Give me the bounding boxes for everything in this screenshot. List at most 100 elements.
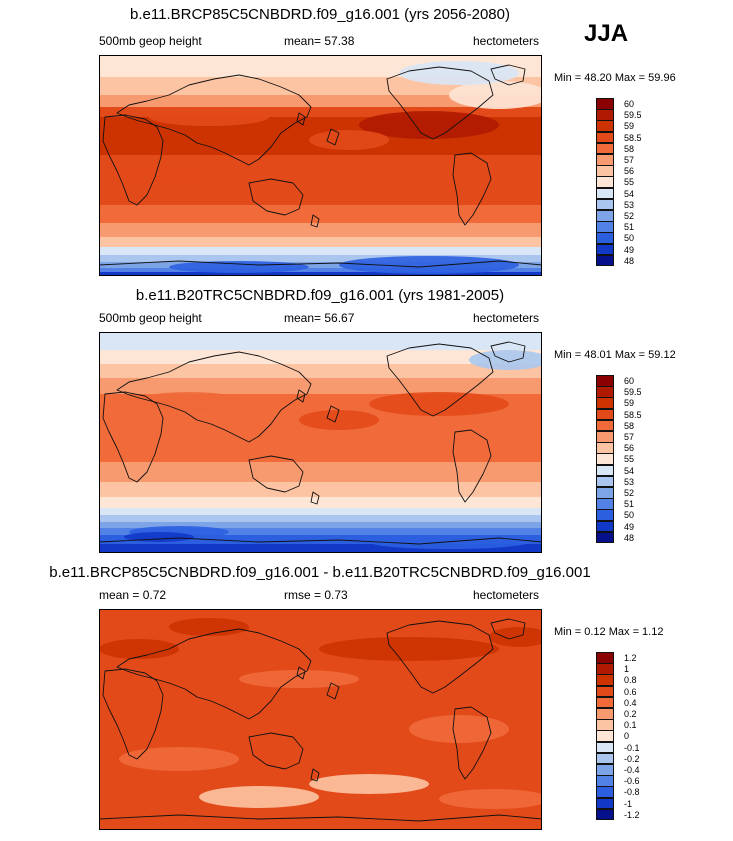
contour-band [99,255,542,262]
contour-region [169,261,309,273]
contour-region [239,670,359,688]
contour-band [99,107,542,117]
contour-band [99,272,542,276]
contour-band [99,205,542,223]
contour-region [169,618,249,636]
contour-region [149,108,269,126]
colorbar-tick-label: 56 [624,166,635,177]
colorbar-tick-label: 53 [624,476,635,487]
colorbar-tick-label: 0.4 [624,697,637,708]
panel2-units-label: hectometers [473,311,540,325]
panel3-title: b.e11.BRCP85C5CNBDRD.f09_g16.001 - b.e11… [49,564,591,581]
coastline [248,455,304,493]
coastline [116,74,312,166]
colorbar-swatch [596,520,614,533]
contour-region [309,774,429,794]
colorbar-tick-label: 55 [624,454,635,465]
contour-region [119,747,239,771]
contour-band [99,462,542,482]
panel2-colorbar [596,375,614,544]
colorbar-swatch [596,254,614,267]
colorbar-tick-label: -0.8 [624,787,640,798]
coastline [116,351,312,443]
contour-region [134,392,244,412]
contour-band [99,95,542,107]
colorbar-swatch [596,131,614,144]
colorbar-tick-label: 58.5 [624,409,642,420]
contour-region [369,392,509,416]
colorbar-swatch [596,109,614,121]
coastline [452,429,492,503]
colorbar-tick-label: 0.1 [624,720,637,731]
contour-band [99,497,542,508]
contour-band [99,268,542,272]
coastline [248,178,304,216]
panel3-minmax: Min = 0.12 Max = 1.12 [554,626,664,638]
coastline [248,732,304,770]
map-frame [99,332,542,553]
contour-region [99,639,179,659]
colorbar-tick-label: 59 [624,398,635,409]
panel1-colorbar [596,98,614,267]
contour-band [99,237,542,247]
coastline [386,620,494,694]
contour-band [99,332,542,350]
colorbar-swatch [596,685,614,698]
panel3-rmse-label: rmse = 0.73 [284,588,348,602]
colorbar-swatch [596,419,614,432]
colorbar-swatch [596,453,614,466]
colorbar-tick-label: 54 [624,465,635,476]
colorbar-tick-label: 50 [624,233,635,244]
colorbar-tick-label: 1.2 [624,653,637,663]
colorbar-swatch [596,187,614,200]
contour-band [99,515,542,522]
contour-region [359,111,499,139]
panel1-minmax: Min = 48.20 Max = 59.96 [554,72,676,84]
panel2-minmax: Min = 48.01 Max = 59.12 [554,349,676,361]
contour-region [114,165,204,185]
contour-band [99,378,542,394]
colorbar-swatch [596,142,614,155]
colorbar-tick-label: 49 [624,521,635,532]
contour-region [449,81,542,109]
colorbar-tick-label: 48 [624,255,635,266]
coastline [326,405,340,423]
coastlines [99,64,542,268]
colorbar-tick-label: 0.8 [624,675,637,686]
colorbar-swatch [596,674,614,687]
panel1-title: b.e11.BRCP85C5CNBDRD.f09_g16.001 (yrs 20… [130,6,510,23]
panel2-map [99,332,542,553]
panel3-mean-label: mean = 0.72 [99,588,167,602]
panel2-mean-label: mean= 56.67 [284,311,355,325]
panel1-mean-label: mean= 57.38 [284,34,355,48]
colorbar-tick-label: 60 [624,99,635,109]
coastline [452,152,492,226]
colorbar-tick-label: 56 [624,443,635,454]
panel1-left-label: 500mb geop height [99,34,202,48]
colorbar-swatch [596,797,614,810]
coastline [296,112,306,126]
colorbar-tick-label: 57 [624,432,635,442]
colorbar-swatch [596,752,614,765]
colorbar-swatch [596,652,614,664]
coastline [296,389,306,403]
coastline [386,66,494,140]
coastline [102,668,164,760]
colorbar-tick-label: -1 [624,798,633,809]
coastline [310,214,320,228]
panel3-units-label: hectometers [473,588,540,602]
colorbar-tick-label: 58.5 [624,132,642,143]
contour-region [339,256,519,274]
colorbar-tick-label: 59 [624,121,635,132]
panel3-map [99,609,542,830]
contour-band [99,350,542,364]
colorbar-tick-label: 59.5 [624,387,642,398]
coastline [490,618,526,640]
colorbar-tick-label: -0.1 [624,742,640,753]
colorbar-swatch [596,719,614,731]
contour-region [319,637,499,661]
contour-region [199,786,319,808]
coastline [310,491,320,505]
colorbar-tick-label: 58 [624,420,635,431]
colorbar-swatch [596,408,614,421]
